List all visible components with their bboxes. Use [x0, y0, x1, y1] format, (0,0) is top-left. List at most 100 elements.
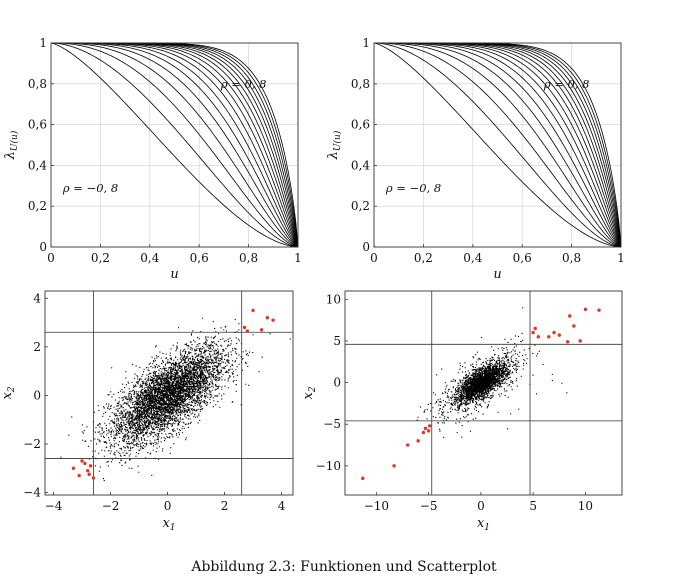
x-tick-label: 0,4 — [140, 251, 159, 265]
y-tick-label: 0,4 — [28, 158, 47, 172]
y-tick-label: −4 — [23, 486, 41, 500]
lambda-curve-rho-16 — [374, 42, 622, 248]
x-tick-label: 0,2 — [414, 251, 433, 265]
lambda-curve-rho-7 — [51, 42, 299, 248]
extreme-point-10 — [536, 335, 541, 339]
extreme-point-1 — [77, 473, 81, 478]
extreme-point-9 — [251, 308, 255, 313]
lambda-curve-rho-8 — [374, 42, 622, 248]
extreme-point-4 — [88, 464, 93, 468]
extreme-point-6 — [80, 459, 84, 463]
extreme-point-3 — [416, 439, 420, 443]
lambda-curve-rho-4 — [51, 42, 299, 248]
lambda-curve-rho-7 — [374, 42, 622, 248]
y-tick-label: 0,8 — [351, 77, 370, 91]
y-tick-label: 4 — [33, 291, 41, 305]
extreme-point-5 — [91, 476, 96, 480]
lambda-curve-rho-9 — [374, 42, 622, 248]
y-tick-label: 1 — [39, 36, 47, 50]
plot-frame — [373, 42, 622, 248]
extreme-point-13 — [245, 329, 250, 333]
lambda-curve-rho-10 — [51, 42, 299, 248]
x-tick-label: 0,2 — [91, 251, 110, 265]
extreme-point-10 — [259, 328, 264, 332]
extreme-point-6 — [426, 429, 431, 433]
x-tick-label: 0,6 — [190, 251, 209, 265]
lambda-curve-rho-5 — [51, 42, 299, 248]
lambda-curve-rho-1 — [50, 42, 299, 248]
extreme-point-7 — [87, 472, 91, 477]
x-tick-label: 10 — [578, 499, 593, 513]
lambda-plot-left: 0 0,2 0,4 0,6 0,8 1 0 0,2 0,4 0,6 0,8 1 u λU(u) ρ = 0,… — [3, 36, 302, 282]
y-tick-label: 0,4 — [351, 158, 370, 172]
extreme-point-5 — [423, 426, 428, 431]
x-tick-label: 5 — [529, 499, 537, 513]
x-axis-label: x1 — [162, 516, 175, 533]
extreme-point-8 — [242, 325, 247, 330]
lambda-curve-rho-5 — [374, 42, 622, 248]
rho-annotation-0: ρ = 0, 8 — [543, 77, 590, 91]
extreme-point-8 — [531, 330, 535, 335]
x-tick-label: 0 — [164, 499, 172, 513]
scatter-points — [60, 317, 291, 482]
lambda-curve-rho-8 — [51, 42, 299, 248]
y-tick-label: −2 — [23, 437, 41, 451]
rho-annotation-0: ρ = 0, 8 — [220, 77, 267, 91]
extreme-point-11 — [547, 335, 551, 339]
y-tick-label: 0 — [362, 240, 370, 254]
y-axis-label: λU(u) — [326, 130, 343, 160]
lambda-curve-rho-13 — [374, 42, 622, 248]
y-tick-label: −10 — [316, 459, 341, 473]
x-axis-label: x1 — [477, 516, 490, 533]
lambda-curve-rho-13 — [51, 42, 299, 248]
x-tick-label: −5 — [420, 499, 438, 513]
x-tick-label: 0,4 — [463, 251, 482, 265]
lambda-curve-rho-3 — [374, 42, 622, 248]
lambda-curve-rho-3 — [51, 42, 299, 248]
lambda-curve-rho-1 — [373, 42, 622, 248]
y-tick-label: 0,6 — [351, 118, 370, 132]
lambda-curve-rho-12 — [51, 42, 299, 248]
lambda-curve-rho-11 — [374, 42, 622, 248]
scatter-plot-student-t: −10 −5 0 5 10 −10 −5 0 5 10 x1 x2 — [301, 290, 623, 533]
plot-frame — [344, 290, 623, 496]
lambda-curve-rho-14 — [374, 42, 622, 248]
lambda-curve-rho-6 — [374, 42, 622, 248]
x-axis-label: u — [493, 267, 501, 282]
extreme-point-7 — [427, 424, 432, 428]
x-tick-label: 0 — [47, 251, 55, 265]
extreme-point-19 — [597, 308, 601, 312]
y-tick-label: 0,8 — [28, 77, 47, 91]
extreme-point-13 — [557, 333, 561, 337]
extreme-point-1 — [392, 464, 396, 468]
y-tick-label: 0 — [33, 388, 41, 402]
x-tick-label: 0 — [477, 499, 485, 513]
scatter-point-cloud — [416, 307, 568, 438]
lambda-curve-rho-11 — [51, 42, 299, 248]
y-axis-label: x2 — [301, 386, 318, 399]
lambda-curve-rho-9 — [51, 42, 299, 248]
y-axis-label: x2 — [0, 386, 17, 399]
y-tick-label: −5 — [323, 417, 341, 431]
lambda-curve-rho-6 — [51, 42, 299, 248]
x-tick-label: −2 — [102, 499, 120, 513]
y-tick-label: 5 — [333, 334, 341, 348]
extreme-point-11 — [265, 316, 270, 320]
scatter-points — [416, 307, 568, 438]
scatter-point-cloud — [60, 317, 291, 482]
extreme-point-12 — [552, 330, 556, 335]
extreme-point-12 — [271, 318, 275, 322]
x-tick-label: 4 — [278, 499, 286, 513]
extreme-point-14 — [565, 340, 570, 344]
lambda-curve-rho-10 — [374, 42, 622, 248]
extreme-point-0 — [361, 476, 365, 481]
y-tick-label: 0 — [39, 240, 47, 254]
y-tick-label: 0 — [333, 376, 341, 390]
y-tick-label: 1 — [362, 36, 370, 50]
x-tick-label: 0,8 — [239, 251, 258, 265]
x-tick-label: −10 — [364, 499, 389, 513]
x-tick-label: 2 — [221, 499, 229, 513]
plot-frame — [44, 290, 294, 496]
lambda-curve-rho-2 — [373, 42, 622, 248]
